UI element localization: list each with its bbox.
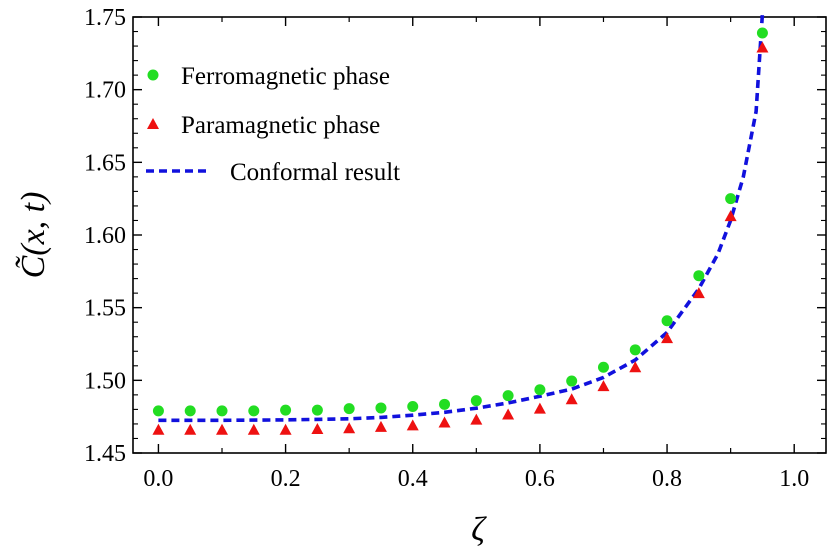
paramagnetic-point [470,413,483,425]
paramagnetic-point [692,287,705,299]
ferromagnetic-point [439,398,451,410]
paramagnetic-point [629,361,642,373]
ferromagnetic-point [152,405,164,417]
legend-para-label: Paramagnetic phase [181,112,380,139]
ferromagnetic-point [216,405,228,417]
y-tick-label: 1.75 [84,5,126,31]
conformal-curve-layer [158,13,765,423]
x-tick-label: 0.6 [525,466,555,492]
ferromagnetic-point [248,405,260,417]
ferromagnetic-point [184,405,196,417]
paramagnetic-point [756,41,769,53]
paramagnetic-point [279,423,292,435]
y-tick-label: 1.45 [84,441,126,467]
ferromagnetic-point [597,361,609,373]
ferromagnetic-point [280,404,292,416]
data-markers [152,27,769,435]
y-tick-label: 1.60 [84,223,126,249]
paramagnetic-point [724,210,737,222]
ferromagnetic-point [534,384,546,396]
paramagnetic-point [247,423,260,435]
ferromagnetic-point [343,403,355,415]
legend-para-marker [147,118,159,129]
y-tick-label: 1.50 [84,368,126,394]
ferromagnetic-point [661,315,673,327]
y-tick-label: 1.70 [84,78,126,104]
paramagnetic-point [374,420,387,432]
y-axis-title: C̃(x, t) [14,192,52,279]
paramagnetic-point [311,423,324,435]
paramagnetic-point [216,423,229,435]
x-tick-label: 0.2 [271,466,301,492]
ferromagnetic-point [566,375,578,387]
y-tick-label: 1.55 [84,296,126,322]
paramagnetic-point [502,408,515,420]
ferromagnetic-point [756,27,768,39]
paramagnetic-point [565,393,578,405]
paramagnetic-point [406,419,419,431]
legend-ferro-marker [147,69,159,81]
x-tick-label: 0.4 [398,466,428,492]
paramagnetic-point [343,422,356,434]
ferromagnetic-point [629,344,641,356]
paramagnetic-point [597,380,610,392]
paramagnetic-point [438,416,451,428]
legend-ferro-label: Ferromagnetic phase [181,63,390,90]
ferromagnetic-point [725,193,737,205]
paramagnetic-point [661,332,674,344]
x-tick-label: 0.8 [652,466,682,492]
legend-conformal-label: Conformal result [230,159,400,186]
x-tick-label: 1.0 [779,466,809,492]
legend: Ferromagnetic phase Paramagnetic phase C… [146,63,400,186]
ferromagnetic-point [311,404,323,416]
ferromagnetic-point [407,400,419,412]
ferromagnetic-point [502,390,514,402]
conformal-curve [158,13,765,423]
x-axis-title: ζ [471,511,487,548]
x-tick-label: 0.0 [143,466,173,492]
ferromagnetic-point [693,270,705,282]
paramagnetic-point [533,402,546,414]
paramagnetic-point [184,423,197,435]
paramagnetic-point [152,423,165,435]
axis-ticks: 0.0 0.2 0.4 0.6 0.8 1.0 1.45 1.50 1.55 1.60 1.65 1.… [84,5,826,492]
y-tick-label: 1.65 [84,150,126,176]
ferromagnetic-point [470,395,482,407]
ferromagnetic-point [375,402,387,414]
